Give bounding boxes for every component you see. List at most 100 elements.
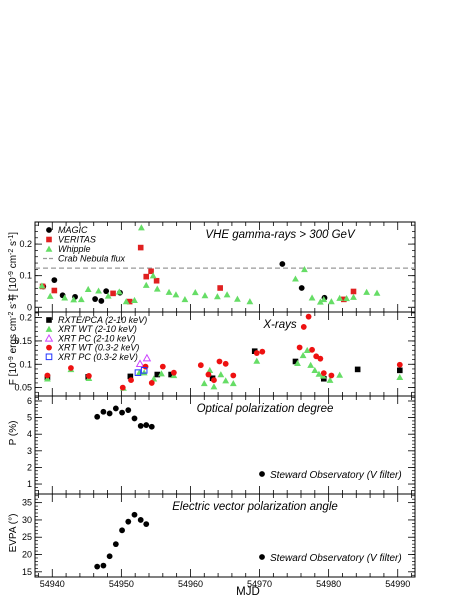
- xray-data-point: [148, 380, 155, 386]
- xray-data-point: [85, 373, 92, 379]
- evpa-series-0: [94, 511, 150, 570]
- vhe-data-point: [191, 289, 199, 296]
- vhe-data-point: [61, 294, 69, 301]
- xray-data-point: [397, 367, 403, 374]
- xray-data-point: [309, 346, 315, 353]
- vhe-legend-swatch: [45, 245, 53, 252]
- poldeg-data-point: [112, 405, 119, 412]
- xray-data-point: [300, 324, 307, 330]
- vhe-data-point: [38, 282, 46, 289]
- poldeg-data-point: [125, 407, 132, 414]
- xray-series-2: [135, 353, 152, 368]
- x-axis-label: MJD: [236, 586, 260, 598]
- evpa-data-point: [106, 553, 113, 560]
- vhe-data-point: [217, 285, 223, 291]
- poldeg-series-0: [94, 405, 155, 430]
- xray-data-point: [253, 357, 261, 364]
- vhe-data-point: [165, 288, 173, 295]
- poldeg-panel-title: Optical polarization degree: [197, 403, 334, 415]
- xray-y-tick-label: 0.1: [19, 359, 32, 369]
- xray-legend-label: XRT PC (0.3-2 keV): [57, 352, 138, 362]
- poldeg-panel: 1 2 3 4 5 6 Optical polarization degree Steward…: [27, 395, 416, 495]
- vhe-legend-label: VERITAS: [58, 235, 96, 245]
- evpa-data-point: [131, 511, 138, 518]
- vhe-data-point: [138, 224, 145, 231]
- vhe-data-point: [172, 291, 180, 298]
- evpa-panel-title: Electric vector polarization angle: [172, 501, 338, 513]
- vhe-legend-label: MAGIC: [58, 225, 88, 235]
- xray-data-point: [217, 371, 225, 378]
- vhe-data-point: [143, 273, 150, 280]
- vhe-data-point: [153, 285, 161, 292]
- evpa-y-tick-label: 25: [22, 532, 32, 542]
- xray-data-point: [253, 350, 260, 356]
- evpa-frame: [34, 493, 416, 578]
- xray-data-point: [211, 377, 217, 384]
- xray-data-point: [170, 369, 177, 376]
- vhe-data-point: [95, 287, 102, 294]
- xray-data-point: [205, 371, 212, 378]
- x-tick-label: 54960: [178, 579, 203, 589]
- vhe-legend-swatch: [46, 227, 52, 233]
- evpa-note-text: Steward Observatory (V filter): [270, 553, 402, 564]
- vhe-data-point: [51, 277, 58, 284]
- evpa-y-axis-label: EVPA (°): [8, 514, 19, 553]
- xray-data-point: [321, 375, 327, 382]
- vhe-data-point: [110, 290, 116, 297]
- vhe-data-point: [343, 295, 350, 302]
- x-tick-label: 54990: [385, 579, 410, 589]
- poldeg-y-tick-label: 1: [27, 479, 32, 489]
- evpa-data-point: [100, 562, 107, 569]
- poldeg-data-point: [143, 422, 150, 428]
- xray-data-point: [229, 380, 237, 387]
- xray-data-point: [140, 369, 148, 376]
- evpa-note-marker: [259, 554, 265, 560]
- poldeg-data-point: [94, 413, 101, 420]
- xray-legend-swatch: [46, 344, 52, 351]
- vhe-data-point: [84, 285, 92, 292]
- xray-data-point: [140, 367, 148, 374]
- vhe-data-point: [148, 268, 154, 275]
- vhe-data-point: [223, 291, 231, 298]
- xray-series-4: [134, 367, 148, 376]
- vhe-data-point: [214, 293, 221, 300]
- vhe-data-point: [103, 288, 110, 295]
- poldeg-y-tick-label: 5: [27, 413, 32, 423]
- xray-series-3: [44, 313, 403, 391]
- xray-data-point: [320, 370, 327, 377]
- xray-legend-label: XRT WT (0.3-2 keV): [57, 343, 139, 353]
- evpa-data-point: [112, 541, 119, 548]
- xray-data-point: [296, 344, 303, 351]
- xray-data-point: [294, 359, 301, 367]
- vhe-data-point: [137, 244, 144, 251]
- xray-data-point: [44, 372, 51, 379]
- xray-legend-swatch: [46, 317, 52, 323]
- vhe-data-point: [153, 277, 160, 284]
- evpa-panel: 15 20 25 30 35 Electric vector polarization a…: [22, 493, 416, 589]
- vhe-y-axis-label: F [10-9 cm-2 s-1]: [8, 232, 20, 300]
- xray-data-point: [159, 363, 166, 370]
- xray-data-point: [200, 380, 208, 387]
- xray-y-tick-label: 0.05: [14, 383, 32, 393]
- xray-y-tick-label: 0.15: [14, 336, 32, 346]
- vhe-data-point: [201, 292, 209, 299]
- xray-data-point: [311, 366, 319, 374]
- vhe-data-point: [70, 296, 78, 303]
- xray-y-axis-label: F [10-9 ergs cm-2 s-1]: [8, 295, 20, 386]
- xray-data-point: [206, 366, 214, 374]
- xray-legend-swatch: [45, 325, 53, 332]
- vhe-data-point: [320, 295, 328, 303]
- vhe-data-point: [92, 296, 99, 302]
- xray-data-point: [135, 359, 145, 368]
- xray-y-tick-label: 0.2: [19, 313, 32, 323]
- xray-data-point: [307, 361, 315, 368]
- evpa-y-tick-label: 30: [22, 515, 32, 525]
- vhe-data-point: [373, 289, 381, 296]
- xray-data-point: [222, 360, 229, 367]
- vhe-y-tick-label: 0.1: [19, 271, 32, 281]
- chart-panels: 0 0.1 0.2 VHE gamma-rays > 300 GeV MAGICVERI…: [14, 221, 416, 589]
- xray-data-point: [134, 369, 142, 376]
- vhe-data-point: [279, 261, 286, 267]
- vhe-data-point: [298, 285, 305, 291]
